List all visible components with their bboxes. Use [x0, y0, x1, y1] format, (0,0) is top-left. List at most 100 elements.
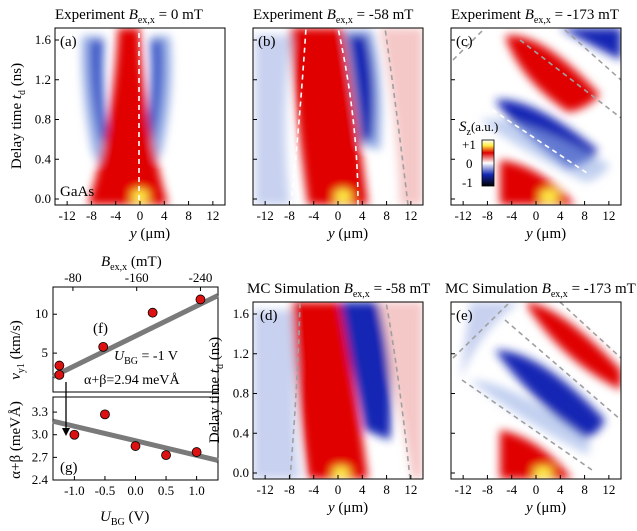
panel-d-xtick-label: 4	[359, 482, 366, 497]
panel-b-title: Experiment Bex,x = -58 mT	[253, 7, 413, 26]
panel-e-xtick-label: 4	[557, 482, 564, 497]
panel-g-ytick-label: 3.3	[32, 404, 48, 419]
panel-e-xtick-label: 8	[581, 482, 588, 497]
y-axis-labels: y (μm) y (μm) y (μm) y (μm) y (μm)	[128, 226, 566, 516]
panel-c-xtick-label: -8	[482, 208, 493, 223]
panel-c-xtick-label: -12	[454, 208, 471, 223]
panel-f-fit-line	[51, 293, 220, 379]
panel-a-ytick-label: 0.8	[35, 112, 51, 127]
panel-f-plot: -80 -160 -240 5 10	[35, 270, 220, 380]
panel-f-ytick-label: 5	[42, 345, 49, 360]
panel-d-title: MC Simulation Bex,x = -58 mT	[247, 281, 430, 300]
panel-b-xtick-label: -12	[256, 208, 273, 223]
panel-a-ytick-label: 1.2	[35, 72, 51, 87]
panel-a-xtick-label: 4	[161, 208, 168, 223]
panel-d-xtick-label: 12	[404, 482, 417, 497]
panel-g-xlabel: UBG (V)	[100, 509, 149, 528]
panel-f-frame	[52, 286, 219, 393]
panel-d-ytick-label: 1.2	[233, 346, 249, 361]
panel-c-xtick-label: -4	[506, 208, 517, 223]
panel-a-heatmap	[55, 28, 225, 205]
panel-d-ytick-label: 0.0	[233, 465, 249, 480]
panel-f-data-point	[54, 369, 65, 380]
panel-a-ytick-label: 0.0	[35, 191, 51, 206]
panel-b-label: (b)	[258, 34, 276, 50]
panel-f-data-point	[54, 360, 65, 371]
panel-e-label: (e)	[456, 308, 473, 324]
panel-g-xtick-label: -0.5	[95, 483, 116, 498]
colorbar-title: Sz(a.u.)	[459, 119, 498, 138]
panel-c-xtick-label: 4	[557, 208, 564, 223]
panel-d-ytick-label: 0.8	[233, 386, 249, 401]
panel-b-y-axis-label: y (μm)	[326, 226, 368, 242]
panel-f-top-tick-label: -80	[64, 270, 81, 285]
panel-c-title: Experiment Bex,x = -173 mT	[451, 7, 619, 26]
panel-e: (e) MC Simulation Bex,x = -173 mT	[445, 281, 636, 480]
panel-b-xtick-label: 12	[404, 208, 417, 223]
panel-f-top-axis-label: Bex,x (mT)	[101, 254, 162, 273]
panel-f-top-tick-label: -160	[125, 270, 149, 285]
delay-axis-label-bottom: Delay time td (ns)	[207, 337, 226, 443]
panel-c: (c) Experiment Bex,x = -173 mT Sz(a.u.) …	[450, 7, 622, 206]
panel-d: (d) MC Simulation Bex,x = -58 mT	[247, 281, 430, 480]
panel-c-xtick-label: 12	[602, 208, 615, 223]
panel-f-ab-annotation: α+β=2.94 meVÅ	[84, 372, 180, 388]
panel-b-xtick-label: -8	[284, 208, 295, 223]
panel-b: (b) Experiment Bex,x = -58 mT	[252, 7, 424, 206]
panel-a-xtick-label: 8	[185, 208, 192, 223]
panel-d-xtick-label: 0	[335, 482, 342, 497]
panel-f-data-point	[98, 341, 109, 352]
panel-f-ytick-label: 10	[35, 306, 48, 321]
panel-d-label: (d)	[260, 308, 278, 324]
panel-e-title: MC Simulation Bex,x = -173 mT	[445, 281, 636, 300]
panel-f-ylabel: vy1 (km/s)	[8, 320, 27, 380]
panel-d-xtick-label: -8	[284, 482, 295, 497]
panel-f-label: (f)	[93, 321, 108, 337]
panel-d-heatmap	[253, 302, 423, 479]
panel-g-ytick-label: 3.0	[32, 427, 48, 442]
panel-g-xtick-label: -1.0	[64, 483, 85, 498]
panel-d-xtick-label: -12	[256, 482, 273, 497]
panel-d-xtick-label: 8	[383, 482, 390, 497]
panel-a-ytick-label: 1.6	[35, 32, 52, 47]
panel-a-xtick-label: -12	[58, 208, 75, 223]
panel-g-xtick-label: 0.0	[127, 483, 143, 498]
panel-e-xtick-label: -4	[506, 482, 517, 497]
panel-a: (a) GaAs Experiment Bex,x = 0 mT	[54, 7, 226, 206]
panel-e-xtick-label: -8	[482, 482, 493, 497]
panel-a-xtick-label: -4	[110, 208, 121, 223]
panel-a-label: (a)	[60, 34, 77, 50]
panel-g-data-point	[161, 450, 171, 461]
panel-a-xtick-label: -8	[86, 208, 97, 223]
panel-a-gaas-label: GaAs	[60, 184, 94, 200]
panel-g-ytick-label: 2.4	[32, 472, 49, 487]
panel-f: (f) Bex,x (mT) UBG = -1 V α+β=2.94 meVÅ …	[8, 254, 220, 393]
panel-a-xtick-label: 12	[206, 208, 219, 223]
panel-a-title: Experiment Bex,x = 0 mT	[55, 7, 203, 26]
panel-a-y-axis-label: y (μm)	[128, 226, 170, 242]
panel-f-ubg-annotation: UBG = -1 V	[114, 349, 178, 367]
panel-c-xtick-label: 8	[581, 208, 588, 223]
connector-arrow	[62, 382, 70, 436]
panel-d-ytick-label: 0.4	[233, 425, 250, 440]
panel-g-ytick-label: 2.7	[32, 449, 49, 464]
panel-b-xtick-label: 8	[383, 208, 390, 223]
panel-g-xtick-label: 1.0	[188, 483, 204, 498]
colorbar-tick-plus1: +1	[462, 137, 476, 152]
colorbar-gradient	[481, 139, 495, 187]
heatmap-axes: -12 -8 -4 0 4 8 12 0.0 0.4 0.8 1.2 1.6 -12 -8 -4 0 4 8 12 -…	[35, 32, 616, 497]
panel-g-fit-line	[52, 418, 219, 463]
panel-e-y-axis-label: y (μm)	[524, 500, 566, 516]
panel-c-heatmap	[451, 28, 621, 205]
panel-a-ytick-label: 0.4	[35, 151, 52, 166]
panel-b-xtick-label: -4	[308, 208, 319, 223]
panel-g-plot: 2.4 2.7 3.0 3.3 -1.0 -0.5 0.0 0.5 1.0	[32, 404, 219, 498]
panel-g-data-point	[100, 409, 110, 420]
panel-e-heatmap	[451, 302, 621, 479]
panel-e-xtick-label: -12	[454, 482, 471, 497]
panel-g-data-point	[191, 447, 202, 457]
colorbar-tick-minus1: -1	[462, 175, 473, 190]
panel-g-xtick-label: 0.5	[158, 483, 174, 498]
panel-g-data-point	[69, 429, 80, 440]
